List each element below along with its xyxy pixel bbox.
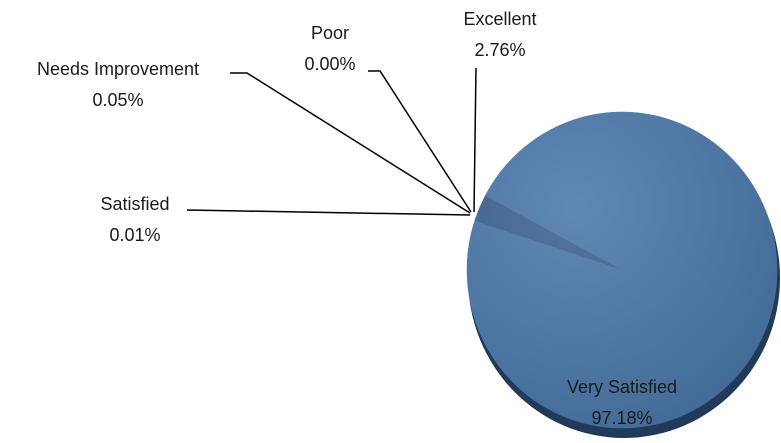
leader-line <box>230 72 471 214</box>
leader-line <box>186 209 471 216</box>
value-label: 0.05% <box>92 90 143 110</box>
category-label: Excellent <box>463 9 536 29</box>
category-label: Needs Improvement <box>37 59 199 79</box>
value-label: 97.18% <box>591 408 652 428</box>
leader-line <box>473 67 477 213</box>
leader-line <box>368 70 472 213</box>
category-label: Poor <box>311 23 349 43</box>
value-label: 2.76% <box>474 40 525 60</box>
value-label: 0.01% <box>109 225 160 245</box>
labels: Satisfied 0.01% Needs Improvement 0.05% Poor… <box>37 9 677 428</box>
category-label: Satisfied <box>100 194 169 214</box>
category-label: Very Satisfied <box>567 377 677 397</box>
value-label: 0.00% <box>304 54 355 74</box>
